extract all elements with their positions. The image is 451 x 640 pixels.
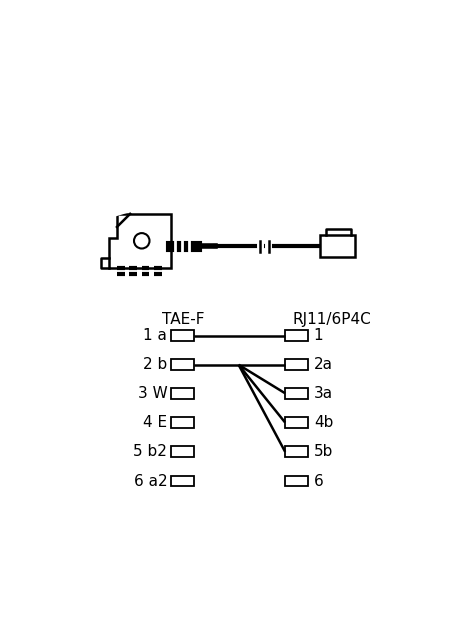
Text: 3a: 3a <box>313 386 332 401</box>
Bar <box>171 330 194 341</box>
Bar <box>285 417 308 428</box>
Text: RJ11/6P4C: RJ11/6P4C <box>292 312 370 327</box>
Text: 3 W: 3 W <box>137 386 167 401</box>
Bar <box>285 388 308 399</box>
Bar <box>171 360 194 370</box>
Text: 4b: 4b <box>313 415 332 430</box>
Text: 1: 1 <box>313 328 323 343</box>
Bar <box>171 417 194 428</box>
Text: 6 a2: 6 a2 <box>133 474 167 488</box>
Bar <box>285 447 308 457</box>
Bar <box>285 360 308 370</box>
Text: 4 E: 4 E <box>143 415 167 430</box>
Bar <box>285 330 308 341</box>
Text: 5 b2: 5 b2 <box>133 444 167 460</box>
Bar <box>103 204 258 296</box>
Bar <box>285 476 308 486</box>
Bar <box>171 388 194 399</box>
Text: TAE-F: TAE-F <box>161 312 203 327</box>
Bar <box>171 447 194 457</box>
Bar <box>319 236 354 257</box>
Text: 1 a: 1 a <box>143 328 167 343</box>
Bar <box>171 476 194 486</box>
Text: 6: 6 <box>313 474 323 488</box>
Text: 2 b: 2 b <box>143 357 167 372</box>
Text: 2a: 2a <box>313 357 332 372</box>
Text: 5b: 5b <box>313 444 332 460</box>
